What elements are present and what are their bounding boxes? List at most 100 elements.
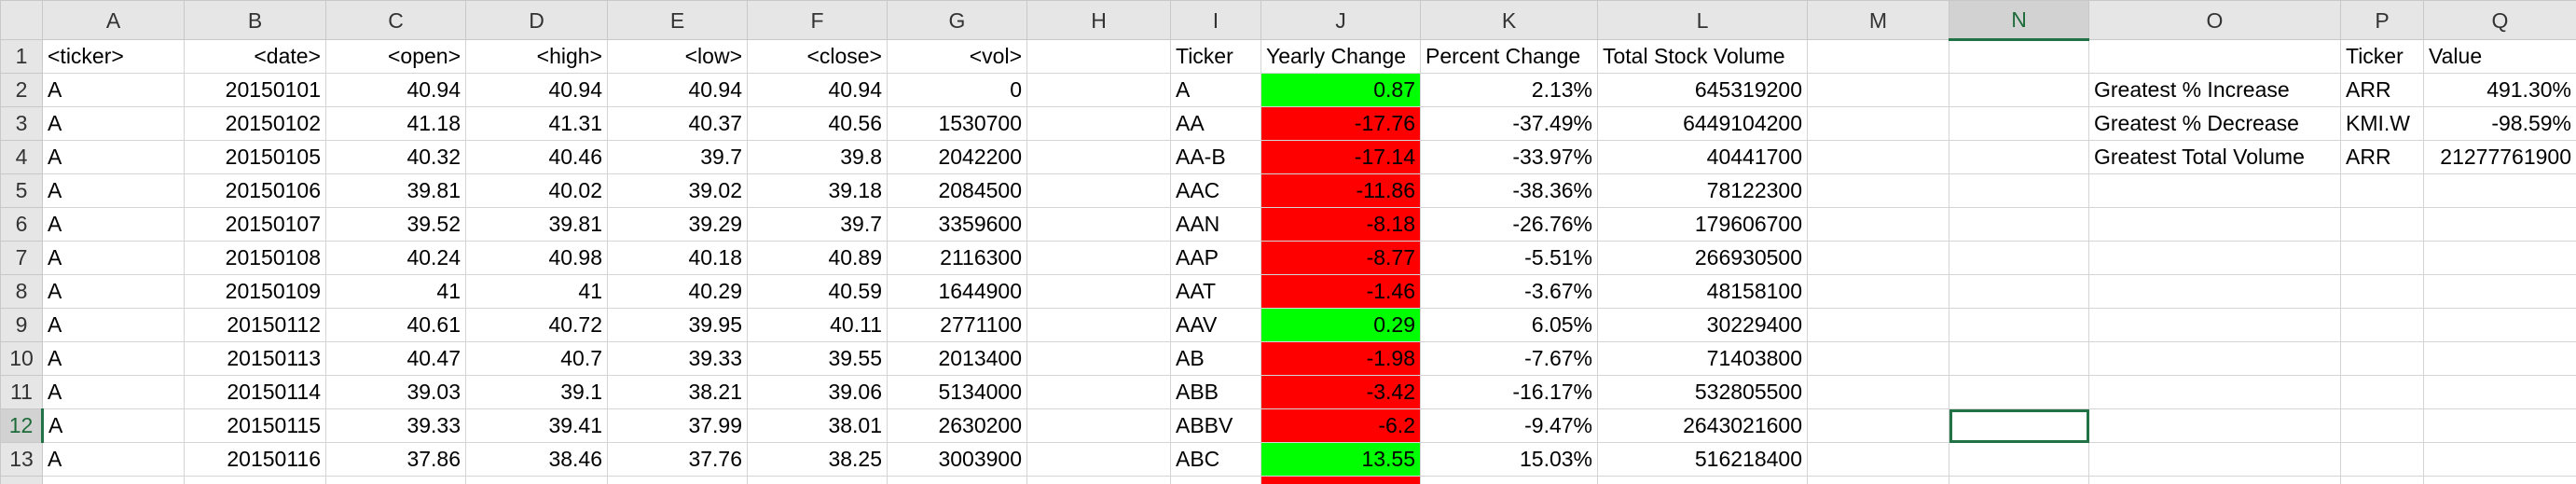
- cell-e11[interactable]: 38.21: [607, 375, 748, 409]
- cell-l-partial[interactable]: [1597, 476, 1808, 484]
- cell-d2[interactable]: 40.94: [465, 73, 608, 107]
- cell-l10[interactable]: 71403800: [1597, 341, 1808, 376]
- cell-n5[interactable]: [1949, 173, 2089, 208]
- cell-h10[interactable]: [1026, 341, 1171, 376]
- cell-m4[interactable]: [1807, 140, 1949, 174]
- cell-k9[interactable]: 6.05%: [1420, 308, 1598, 342]
- cell-e6[interactable]: 39.29: [607, 207, 748, 242]
- row-header[interactable]: 3: [0, 106, 43, 141]
- cell-p-partial[interactable]: [2340, 476, 2424, 484]
- cell-n12[interactable]: [1949, 408, 2089, 443]
- column-header-i[interactable]: I: [1170, 0, 1261, 40]
- column-header-o[interactable]: O: [2088, 0, 2341, 40]
- cell-i13[interactable]: ABC: [1170, 442, 1261, 477]
- cell-p4[interactable]: ARR: [2340, 140, 2424, 174]
- row-header[interactable]: 2: [0, 73, 43, 107]
- cell-j7[interactable]: -8.77: [1260, 241, 1421, 275]
- cell-q2[interactable]: 491.30%: [2423, 73, 2576, 107]
- cell-h4[interactable]: [1026, 140, 1171, 174]
- cell-o10[interactable]: [2088, 341, 2341, 376]
- cell-j11[interactable]: -3.42: [1260, 375, 1421, 409]
- cell-m1[interactable]: [1807, 39, 1949, 74]
- cell-p9[interactable]: [2340, 308, 2424, 342]
- cell-e2[interactable]: 40.94: [607, 73, 748, 107]
- cell-g1[interactable]: <vol>: [887, 39, 1027, 74]
- cell-m10[interactable]: [1807, 341, 1949, 376]
- cell-g4[interactable]: 2042200: [887, 140, 1027, 174]
- cell-e3[interactable]: 40.37: [607, 106, 748, 141]
- cell-p7[interactable]: [2340, 241, 2424, 275]
- cell-f9[interactable]: 40.11: [747, 308, 888, 342]
- row-header[interactable]: 8: [0, 274, 43, 309]
- cell-q13[interactable]: [2423, 442, 2576, 477]
- cell-q11[interactable]: [2423, 375, 2576, 409]
- cell-l8[interactable]: 48158100: [1597, 274, 1808, 309]
- cell-m8[interactable]: [1807, 274, 1949, 309]
- cell-e8[interactable]: 40.29: [607, 274, 748, 309]
- cell-a5[interactable]: A: [42, 173, 185, 208]
- cell-p5[interactable]: [2340, 173, 2424, 208]
- select-all-corner[interactable]: [0, 0, 43, 40]
- cell-e10[interactable]: 39.33: [607, 341, 748, 376]
- cell-b7[interactable]: 20150108: [184, 241, 326, 275]
- cell-j9[interactable]: 0.29: [1260, 308, 1421, 342]
- column-header-h[interactable]: H: [1026, 0, 1171, 40]
- cell-j10[interactable]: -1.98: [1260, 341, 1421, 376]
- cell-p3[interactable]: KMI.W: [2340, 106, 2424, 141]
- column-header-m[interactable]: M: [1807, 0, 1949, 40]
- cell-j8[interactable]: -1.46: [1260, 274, 1421, 309]
- cell-a3[interactable]: A: [42, 106, 185, 141]
- column-header-e[interactable]: E: [607, 0, 748, 40]
- column-header-k[interactable]: K: [1420, 0, 1598, 40]
- cell-b9[interactable]: 20150112: [184, 308, 326, 342]
- cell-f8[interactable]: 40.59: [747, 274, 888, 309]
- cell-i5[interactable]: AAC: [1170, 173, 1261, 208]
- cell-i11[interactable]: ABB: [1170, 375, 1261, 409]
- cell-l12[interactable]: 2643021600: [1597, 408, 1808, 443]
- cell-d13[interactable]: 38.46: [465, 442, 608, 477]
- cell-k8[interactable]: -3.67%: [1420, 274, 1598, 309]
- cell-n2[interactable]: [1949, 73, 2089, 107]
- cell-b3[interactable]: 20150102: [184, 106, 326, 141]
- cell-d1[interactable]: <high>: [465, 39, 608, 74]
- cell-n6[interactable]: [1949, 207, 2089, 242]
- cell-a9[interactable]: A: [42, 308, 185, 342]
- cell-o5[interactable]: [2088, 173, 2341, 208]
- cell-o12[interactable]: [2088, 408, 2341, 443]
- cell-d12[interactable]: 39.41: [465, 408, 608, 443]
- cell-i3[interactable]: AA: [1170, 106, 1261, 141]
- cell-n-partial[interactable]: [1949, 476, 2089, 484]
- cell-h5[interactable]: [1026, 173, 1171, 208]
- cell-j1[interactable]: Yearly Change: [1260, 39, 1421, 74]
- cell-a4[interactable]: A: [42, 140, 185, 174]
- cell-o4[interactable]: Greatest Total Volume: [2088, 140, 2341, 174]
- cell-o-partial[interactable]: [2088, 476, 2341, 484]
- cell-f3[interactable]: 40.56: [747, 106, 888, 141]
- cell-c5[interactable]: 39.81: [325, 173, 466, 208]
- cell-o6[interactable]: [2088, 207, 2341, 242]
- cell-o1[interactable]: [2088, 39, 2341, 74]
- row-header[interactable]: 10: [0, 341, 43, 376]
- cell-b-partial[interactable]: [184, 476, 326, 484]
- cell-c3[interactable]: 41.18: [325, 106, 466, 141]
- cell-b13[interactable]: 20150116: [184, 442, 326, 477]
- row-header[interactable]: 4: [0, 140, 43, 174]
- cell-p12[interactable]: [2340, 408, 2424, 443]
- cell-f11[interactable]: 39.06: [747, 375, 888, 409]
- cell-n3[interactable]: [1949, 106, 2089, 141]
- cell-q-partial[interactable]: [2423, 476, 2576, 484]
- cell-f-partial[interactable]: [747, 476, 888, 484]
- cell-q7[interactable]: [2423, 241, 2576, 275]
- cell-c7[interactable]: 40.24: [325, 241, 466, 275]
- cell-f1[interactable]: <close>: [747, 39, 888, 74]
- cell-g10[interactable]: 2013400: [887, 341, 1027, 376]
- column-header-n[interactable]: N: [1949, 0, 2089, 41]
- cell-c9[interactable]: 40.61: [325, 308, 466, 342]
- cell-l13[interactable]: 516218400: [1597, 442, 1808, 477]
- cell-g6[interactable]: 3359600: [887, 207, 1027, 242]
- cell-c4[interactable]: 40.32: [325, 140, 466, 174]
- column-header-p[interactable]: P: [2340, 0, 2424, 40]
- column-header-f[interactable]: F: [747, 0, 888, 40]
- cell-b4[interactable]: 20150105: [184, 140, 326, 174]
- cell-o2[interactable]: Greatest % Increase: [2088, 73, 2341, 107]
